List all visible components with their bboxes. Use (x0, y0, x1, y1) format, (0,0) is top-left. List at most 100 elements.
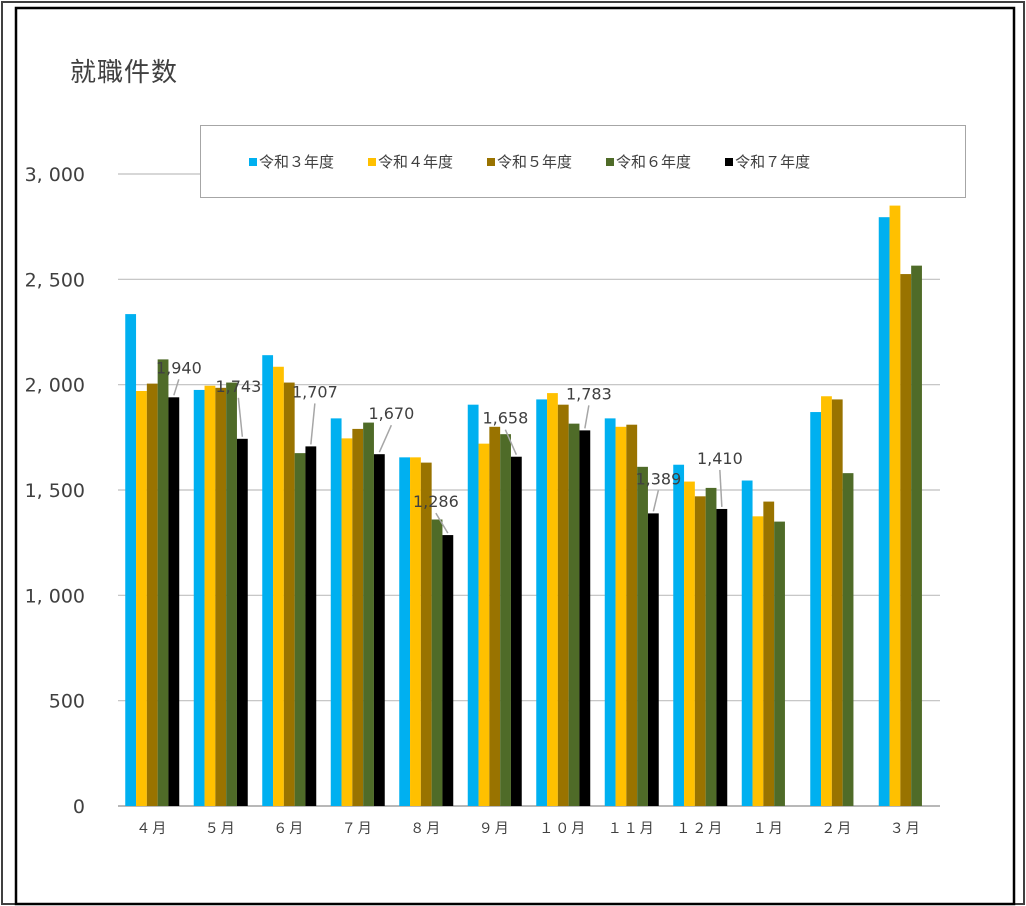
x-tick-label: ８月 (410, 821, 442, 837)
bar (889, 205, 901, 807)
y-tick-label: 1, 500 (25, 480, 85, 502)
legend-item-4: 令和７年度 (725, 151, 810, 172)
bar (262, 355, 274, 806)
gridlines (118, 173, 940, 807)
bar (168, 397, 180, 806)
bar (705, 487, 717, 806)
legend-item-1: 令和４年度 (368, 151, 453, 172)
data-label: 1,670 (368, 404, 414, 423)
bar (741, 480, 753, 806)
x-tick-label: ５月 (205, 821, 237, 837)
bar (467, 404, 479, 806)
bar (604, 418, 616, 806)
bar (146, 383, 158, 806)
bar (831, 399, 843, 806)
data-label: 1,658 (482, 409, 528, 428)
leader-line (584, 405, 590, 429)
x-tick-label: １０月 (539, 821, 587, 837)
x-tick-label: １月 (753, 821, 785, 837)
bar (442, 535, 454, 806)
inner-border (14, 6, 1016, 906)
bar (294, 453, 306, 806)
bar (673, 464, 685, 806)
x-axis-labels: ４月 ５月 ６月 ７月 ８月 ９月 １０月 １１月 １２月 １月 ２月 ３月 (136, 821, 922, 837)
legend: 令和３年度 令和４年度 令和５年度 令和６年度 令和７年度 (200, 125, 966, 198)
legend-swatch (725, 157, 734, 166)
leader-line (435, 512, 449, 534)
bar (637, 466, 648, 806)
x-tick-label: ７月 (342, 821, 374, 837)
bar (352, 428, 364, 806)
bar (478, 443, 490, 806)
bar (536, 399, 548, 806)
bar (694, 496, 706, 806)
leader-line (310, 403, 316, 445)
leader-line (378, 424, 393, 453)
bar (204, 385, 216, 806)
bar (774, 521, 785, 806)
bar (900, 274, 912, 807)
x-tick-label: ４月 (136, 821, 168, 837)
legend-label: 令和３年度 (259, 153, 335, 171)
bar (136, 390, 147, 806)
legend-item-3: 令和６年度 (606, 151, 691, 172)
bar (763, 501, 775, 806)
x-tick-label: ６月 (273, 821, 305, 837)
bar (410, 457, 421, 806)
legend-swatch (368, 157, 377, 166)
bar (215, 387, 227, 806)
bar (878, 217, 890, 807)
bar (752, 516, 764, 806)
bar (579, 430, 591, 806)
bar (557, 404, 569, 806)
bar (821, 396, 832, 806)
bar (568, 423, 580, 806)
bar (363, 422, 374, 806)
data-label: 1,707 (292, 382, 338, 401)
leader-line (504, 429, 518, 456)
bar (500, 434, 511, 806)
leader-line (237, 397, 244, 437)
bar (626, 424, 638, 806)
y-tick-label: 2, 000 (25, 375, 85, 397)
legend-label: 令和５年度 (497, 153, 573, 171)
y-tick-label: 1, 000 (25, 585, 85, 607)
bars (125, 205, 922, 807)
leader-line (652, 490, 660, 512)
bar (236, 438, 248, 806)
bar (226, 382, 237, 806)
bar (373, 454, 385, 806)
data-label: 1,743 (215, 377, 261, 396)
bar (420, 462, 432, 806)
bar (615, 426, 627, 806)
bar (431, 519, 443, 806)
bar (810, 412, 822, 806)
bar (341, 438, 353, 806)
legend-label: 令和６年度 (616, 153, 692, 171)
bar (305, 446, 317, 806)
y-tick-label: 500 (49, 691, 85, 713)
x-tick-label: ９月 (479, 821, 511, 837)
chart-title: 就職件数 (70, 58, 179, 88)
legend-item-2: 令和５年度 (487, 151, 572, 172)
legend-item-0: 令和３年度 (249, 151, 334, 172)
bar (647, 513, 659, 806)
legend-label: 令和４年度 (378, 153, 454, 171)
data-label: 1,286 (413, 492, 459, 511)
y-tick-label: 0 (73, 796, 85, 818)
leader-line (719, 469, 723, 508)
data-labels: 1,940 1,743 1,707 1,670 1,286 1,658 1,783 1,389… (156, 358, 743, 534)
x-tick-label: ３月 (890, 821, 922, 837)
bar (842, 473, 854, 806)
bar (911, 265, 922, 806)
data-label: 1,783 (566, 384, 612, 403)
legend-swatch (249, 157, 257, 166)
y-tick-label: 3, 000 (25, 164, 85, 186)
bar (399, 457, 411, 806)
legend-swatch (487, 157, 496, 166)
bar (547, 393, 558, 806)
bar (716, 508, 728, 806)
bar (330, 418, 342, 806)
